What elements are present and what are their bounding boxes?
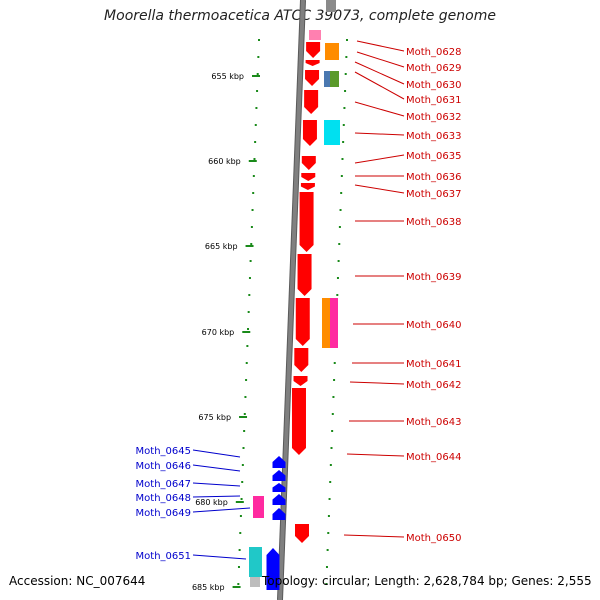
gene-label: Moth_0628 bbox=[406, 47, 461, 58]
gene-label: Moth_0641 bbox=[406, 359, 461, 370]
reverse-gene-arrow bbox=[272, 483, 286, 492]
forward-gene-arrow bbox=[305, 70, 320, 86]
scale-tick-label: 685 kbp bbox=[192, 583, 225, 592]
gene-label: Moth_0644 bbox=[406, 452, 461, 463]
forward-gene-arrow bbox=[306, 42, 321, 58]
reverse-gene-arrow bbox=[272, 470, 286, 481]
scale-tick-label: 660 kbp bbox=[208, 157, 241, 166]
forward-gene-arrow bbox=[300, 183, 315, 190]
forward-gene-arrow bbox=[304, 90, 319, 114]
forward-gene-arrow bbox=[297, 254, 312, 296]
forward-gene-arrow bbox=[295, 298, 310, 346]
feature-box-cyan bbox=[324, 120, 340, 145]
gene-label: Moth_0630 bbox=[406, 80, 461, 91]
forward-gene-arrow bbox=[299, 192, 314, 252]
gene-label: Moth_0631 bbox=[406, 95, 461, 106]
gene-label-connector bbox=[192, 449, 241, 458]
gene-label: Moth_0635 bbox=[406, 151, 461, 162]
gene-label-connector bbox=[354, 61, 405, 85]
feature-box-orange bbox=[322, 298, 330, 348]
gene-label-connector bbox=[343, 534, 405, 538]
gene-label-connector bbox=[354, 71, 405, 100]
gene-label-connector bbox=[354, 154, 405, 164]
gene-label: Moth_0642 bbox=[406, 380, 461, 391]
feature-box-grey bbox=[250, 577, 260, 587]
genome-summary: Topology: circular; Length: 2,628,784 bp… bbox=[262, 574, 592, 588]
gene-label-connector bbox=[354, 101, 405, 117]
feature-box-magenta bbox=[253, 496, 264, 518]
scale-tick-label: 680 kbp bbox=[195, 498, 228, 507]
reverse-gene-arrow bbox=[272, 508, 286, 520]
feature-box-pink bbox=[309, 30, 321, 40]
forward-gene-arrow bbox=[295, 524, 309, 543]
feature-box-green bbox=[330, 71, 339, 87]
gene-label-connector bbox=[192, 507, 251, 513]
scale-tick-label: 675 kbp bbox=[198, 413, 231, 422]
forward-gene-arrow bbox=[305, 60, 320, 66]
gene-label: Moth_0639 bbox=[406, 272, 461, 283]
gene-label: Moth_0636 bbox=[406, 172, 461, 183]
gene-label-connector bbox=[192, 554, 247, 560]
gene-label-connector bbox=[354, 132, 405, 136]
forward-gene-arrow bbox=[301, 173, 316, 181]
scale-tick-label: 655 kbp bbox=[211, 72, 244, 81]
gene-label: Moth_0640 bbox=[406, 320, 461, 331]
gene-label: Moth_0632 bbox=[406, 112, 461, 123]
gene-label: Moth_0649 bbox=[136, 508, 191, 519]
feature-box-teal bbox=[249, 547, 262, 577]
gene-label: Moth_0645 bbox=[136, 446, 191, 457]
gene-label: Moth_0629 bbox=[406, 63, 461, 74]
gene-label-connector bbox=[356, 51, 405, 68]
feature-box-steelblue bbox=[324, 71, 330, 87]
forward-gene-arrow bbox=[294, 348, 309, 372]
feature-box-orange bbox=[325, 43, 339, 60]
gene-label-connector bbox=[192, 464, 241, 472]
forward-gene-arrow bbox=[293, 376, 308, 386]
gene-label: Moth_0637 bbox=[406, 189, 461, 200]
gene-label-connector bbox=[354, 184, 405, 194]
gene-label-connector bbox=[349, 381, 405, 385]
gene-label-connector bbox=[346, 453, 405, 457]
gene-label-connector bbox=[192, 482, 241, 487]
scale-tick-label: 665 kbp bbox=[205, 242, 238, 251]
feature-box-magenta bbox=[330, 298, 338, 348]
gene-label: Moth_0647 bbox=[136, 479, 191, 490]
gene-label: Moth_0650 bbox=[406, 533, 461, 544]
reverse-gene-arrow bbox=[272, 456, 286, 468]
gene-label: Moth_0646 bbox=[136, 461, 191, 472]
forward-gene-arrow bbox=[291, 388, 306, 455]
gene-label-connector bbox=[192, 495, 241, 498]
gene-label: Moth_0633 bbox=[406, 131, 461, 142]
gene-label: Moth_0648 bbox=[136, 493, 191, 504]
scale-tick-label: 670 kbp bbox=[202, 328, 235, 337]
gene-label: Moth_0638 bbox=[406, 217, 461, 228]
forward-gene-arrow bbox=[302, 120, 317, 146]
accession-label: Accession: NC_007644 bbox=[9, 574, 146, 588]
gene-label: Moth_0643 bbox=[406, 417, 461, 428]
feature-box-grey bbox=[326, 0, 336, 12]
gene-label-connector bbox=[356, 40, 405, 52]
reverse-gene-arrow bbox=[272, 494, 286, 505]
gene-label: Moth_0651 bbox=[136, 551, 191, 562]
reverse-gene-arrow bbox=[266, 548, 280, 590]
forward-gene-arrow bbox=[301, 156, 316, 170]
